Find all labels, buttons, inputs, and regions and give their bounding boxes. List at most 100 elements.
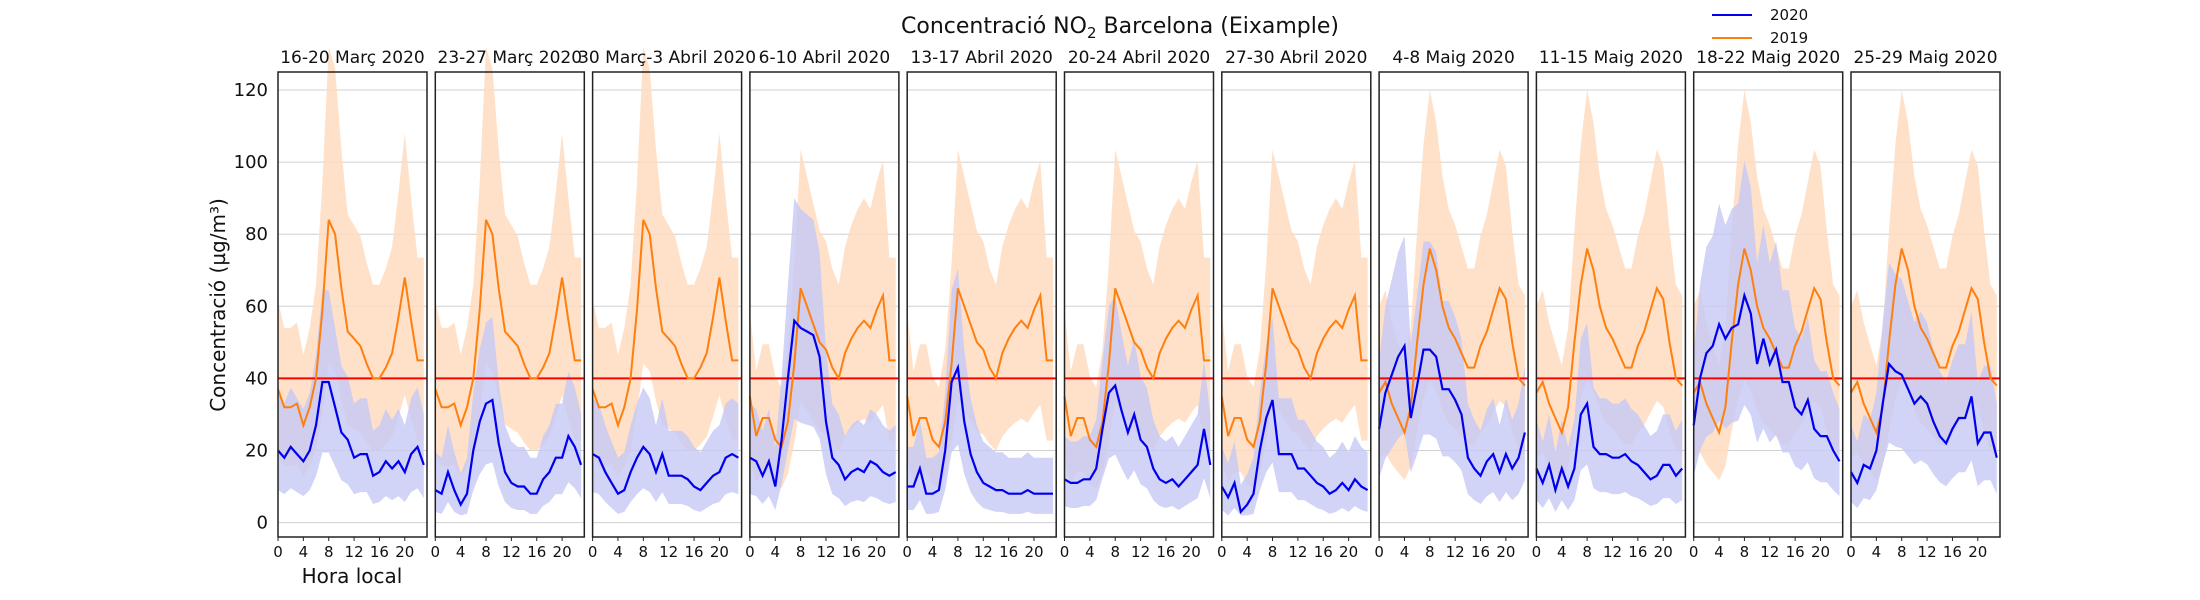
panel-8: 4-8 Maig 2020 0 4 8 12 16 20 [1374,48,1529,561]
x-tick-label: 20 [1182,543,1201,561]
x-tick-label: 16 [1314,543,1333,561]
panel-6: 20-24 Abril 2020 0 4 8 12 16 20 [1060,48,1215,561]
band-2020 [1379,236,1525,504]
series-line-2019 [1692,248,1841,436]
panel-title: 23-27 Març 2020 [438,48,583,68]
x-tick-label: 8 [1268,543,1278,561]
x-tick-label: 8 [1425,543,1435,561]
series-line-2020 [277,380,425,478]
x-tick-label: 20 [867,543,886,561]
series-line-2020 [434,398,583,508]
series-line-2020 [1220,399,1369,515]
x-tick-label: 16 [1786,543,1805,561]
x-tick-label: 0 [1217,543,1227,561]
chart-title-subscript: 2 [1087,24,1097,42]
x-tick-label: 8 [1110,543,1120,561]
x-tick-label: 8 [481,543,491,561]
series-line-2020 [749,318,897,487]
x-tick-label: 8 [1897,543,1907,561]
x-tick-label: 16 [527,543,546,561]
band-2019 [435,46,582,477]
panel-7: 27-30 Abril 2020 0 4 8 12 16 20 [1217,48,1372,561]
x-tick-label: 12 [502,543,521,561]
x-tick-label: 0 [745,543,755,561]
x-tick-label: 20 [1339,543,1358,561]
x-tick-label: 16 [842,543,861,561]
panel-frame [1221,71,1372,538]
x-tick-label: 0 [1374,543,1384,561]
y-tick-label: 100 [234,152,268,173]
x-tick-label: 20 [710,543,729,561]
x-tick-label: 12 [1918,543,1937,561]
x-tick-label: 4 [1557,543,1567,561]
x-tick-label: 12 [659,543,678,561]
series-line-2019 [906,287,1053,449]
panel-frame [1063,71,1215,538]
band-2020 [1536,322,1683,512]
chart-title-rest: Barcelona (Eixample) [1097,14,1339,39]
band-2020 [1064,295,1211,510]
x-tick-label: 16 [684,543,703,561]
panel-frame [906,71,1057,538]
panel-frame [1692,71,1844,538]
panel-title: 13-17 Abril 2020 [911,48,1053,68]
x-tick-label: 12 [816,543,835,561]
x-tick-label: 20 [1024,543,1043,561]
x-tick-label: 0 [902,543,912,561]
panel-title: 25-29 Maig 2020 [1853,48,1997,68]
x-tick-label: 4 [770,543,780,561]
x-tick-label: 16 [1628,543,1647,561]
y-tick-label: 80 [245,224,268,245]
series-line-2020 [1850,361,1998,486]
y-tick-label: 20 [245,440,268,461]
panel-2: 23-27 Març 2020 0 4 8 12 16 20 [431,46,586,561]
series-line-2020 [1535,400,1684,495]
panel-frame [434,71,586,538]
panel-frame [1378,71,1529,538]
series-line-2020 [1692,291,1841,462]
band-2019 [1221,149,1368,489]
x-tick-label: 4 [456,543,466,561]
x-tick-label: 4 [928,543,938,561]
x-tick-label: 20 [1654,543,1673,561]
x-tick-label: 12 [1131,543,1150,561]
panel-title: 4-8 Maig 2020 [1392,48,1514,68]
x-tick-label: 8 [953,543,963,561]
x-tick-label: 16 [1156,543,1175,561]
series-line-2019 [748,287,896,449]
band-2019 [1536,90,1683,481]
x-tick-label: 12 [1603,543,1622,561]
panel-title: 18-22 Maig 2020 [1696,48,1840,68]
panel-10: 18-22 Maig 2020 0 4 8 12 16 20 [1689,48,1844,561]
series-line-2019 [1220,287,1368,449]
band-2020 [278,290,424,504]
x-tick-label: 8 [1740,543,1750,561]
x-tick-label: 20 [1496,543,1515,561]
chart-title-main: Concentració NO [901,14,1087,39]
x-tick-label: 0 [273,543,283,561]
x-tick-label: 0 [1060,543,1070,561]
legend-label-2019: 2019 [1770,29,1808,47]
series-line-2019 [434,219,582,429]
panel-title: 20-24 Abril 2020 [1068,48,1210,68]
panel-frame [591,71,743,538]
band-2020 [592,387,739,514]
x-tick-label: 0 [431,543,441,561]
band-2020 [907,268,1053,514]
x-tick-label: 0 [1689,543,1699,561]
panel-title: 11-15 Maig 2020 [1539,48,1683,68]
series-line-2020 [1378,342,1526,478]
x-tick-label: 20 [395,543,414,561]
x-tick-label: 20 [1968,543,1987,561]
panel-4: 6-10 Abril 2020 0 4 8 12 16 20 [745,48,900,561]
band-2020 [749,198,896,510]
series-line-2019 [591,219,739,429]
chart-title: Concentració NO2 Barcelona (Eixample) [901,14,1339,42]
series-line-2019 [1535,248,1683,436]
series-line-2019 [1063,287,1211,449]
x-tick-label: 12 [1288,543,1307,561]
y-tick-label: 120 [234,80,268,101]
